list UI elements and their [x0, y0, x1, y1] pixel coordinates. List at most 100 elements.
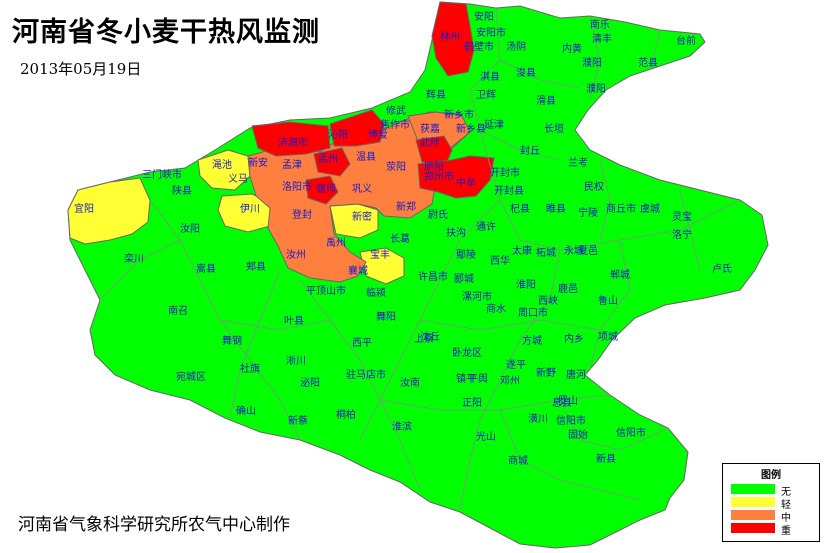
city-label: 武陟 [420, 136, 440, 149]
city-label: 社旗 [240, 362, 260, 375]
city-label: 获嘉 [420, 122, 440, 135]
city-label: 淮阳 [516, 279, 536, 291]
city-label: 舞钢 [222, 334, 242, 347]
city-label: 许昌市 [418, 270, 448, 283]
legend-label: 重 [781, 526, 791, 537]
city-label: 确山 [236, 404, 256, 417]
city-label: 方城 [522, 334, 542, 347]
city-label: 潢川 [528, 412, 548, 425]
city-label: 浚县 [516, 66, 536, 79]
city-label: 三门峡市 [142, 168, 182, 181]
city-label: 鄢陵 [456, 249, 476, 261]
city-label: 汝州 [286, 248, 306, 261]
city-label: 虞城 [640, 202, 660, 215]
city-label: 汝南 [400, 376, 420, 389]
city-label: 博爱 [368, 128, 388, 141]
city-label: 灵宝 [672, 210, 692, 223]
legend-swatch [731, 484, 775, 494]
city-label: 西峡 [538, 294, 558, 307]
city-label: 汤阴 [506, 40, 526, 53]
city-label: 永城 [564, 244, 584, 257]
city-label: 沈丘 [420, 330, 440, 343]
city-label: 汝阳 [180, 222, 200, 235]
region-heavy-yuanyang [415, 135, 453, 165]
city-label: 睢县 [546, 202, 566, 215]
city-label: 项城 [598, 331, 618, 343]
legend-swatch [731, 510, 775, 520]
city-label: 长葛 [390, 232, 410, 245]
city-label: 嵩县 [196, 263, 216, 275]
city-label: 郏县 [246, 260, 266, 273]
city-label: 商丘市 [606, 202, 636, 215]
county-borders [99, 7, 741, 511]
city-label: 襄城 [348, 264, 368, 277]
city-label: 温县 [356, 151, 376, 163]
city-label: 沁阳 [328, 129, 348, 141]
city-label: 安阳 [474, 10, 494, 23]
city-label: 平舆 [468, 372, 488, 385]
city-label: 罗山 [558, 395, 578, 407]
city-label: 南召 [168, 304, 188, 317]
legend-label: 中 [781, 513, 791, 524]
city-label: 遂平 [506, 358, 526, 371]
city-label: 商城 [508, 454, 528, 467]
city-label: 荥阳 [386, 160, 406, 173]
city-label: 息县 [552, 396, 572, 409]
city-label: 鹤壁市 [464, 40, 494, 53]
city-label: 淅川 [286, 355, 306, 367]
city-label: 淇县 [480, 71, 500, 83]
city-label: 郾城 [454, 273, 474, 285]
city-label: 泌阳 [300, 376, 320, 389]
city-label: 临颍 [366, 286, 386, 299]
city-label: 杞县 [510, 202, 530, 215]
city-label: 通许 [476, 221, 496, 233]
city-label: 夏邑 [578, 245, 598, 257]
city-label: 洛阳市 [282, 180, 312, 193]
region-heavy-zhengzhou [417, 155, 495, 199]
city-label: 周口市 [518, 306, 548, 319]
city-label: 内乡 [564, 332, 584, 345]
legend-swatch [731, 497, 775, 507]
legend-swatch [731, 523, 775, 533]
city-label: 民权 [584, 180, 604, 193]
city-label: 新县 [596, 452, 616, 465]
region-light-jiaxian [359, 247, 405, 285]
city-label: 开封市 [490, 166, 520, 179]
city-label: 太康 [512, 244, 532, 257]
city-label: 商水 [486, 302, 506, 315]
city-label: 安阳市 [476, 26, 506, 39]
city-label: 孟州 [318, 153, 338, 165]
map-title: 河南省冬小麦干热风监测 [12, 17, 320, 48]
city-label: 新乡市 [444, 108, 474, 121]
city-label: 鹿邑 [558, 282, 578, 295]
city-label: 巩义 [352, 183, 372, 195]
city-label: 封丘 [520, 144, 540, 157]
city-label: 鲁山 [598, 294, 618, 307]
city-label: 清丰 [592, 32, 612, 45]
city-label: 信阳市 [556, 414, 586, 427]
legend-label: 轻 [781, 500, 791, 511]
region-light-mianchi [197, 149, 251, 191]
legend: 图例 无 轻 中 重 [722, 463, 820, 542]
city-label: 柘城 [536, 246, 556, 259]
region-light-yiyang [217, 193, 273, 233]
city-label: 开封县 [494, 184, 524, 197]
legend-item-light: 轻 [731, 497, 817, 511]
city-label: 新郑 [396, 200, 416, 213]
city-label: 舞阳 [376, 311, 396, 323]
city-label: 濮阳 [582, 56, 602, 69]
city-label: 中牟 [456, 176, 476, 189]
city-label: 西华 [490, 254, 510, 267]
city-label: 叶县 [284, 315, 304, 327]
city-label: 原阳 [424, 161, 444, 173]
city-label: 孟津 [282, 159, 302, 171]
city-label: 驻马店市 [346, 368, 386, 381]
city-label: 桐柏 [336, 408, 356, 421]
region-light-lingbao [67, 177, 151, 245]
legend-item-none: 无 [731, 484, 817, 498]
city-label: 卧龙区 [452, 346, 482, 359]
city-label: 洛宁 [672, 228, 692, 241]
city-label: 焦作市 [380, 118, 410, 131]
legend-title: 图例 [761, 470, 781, 481]
